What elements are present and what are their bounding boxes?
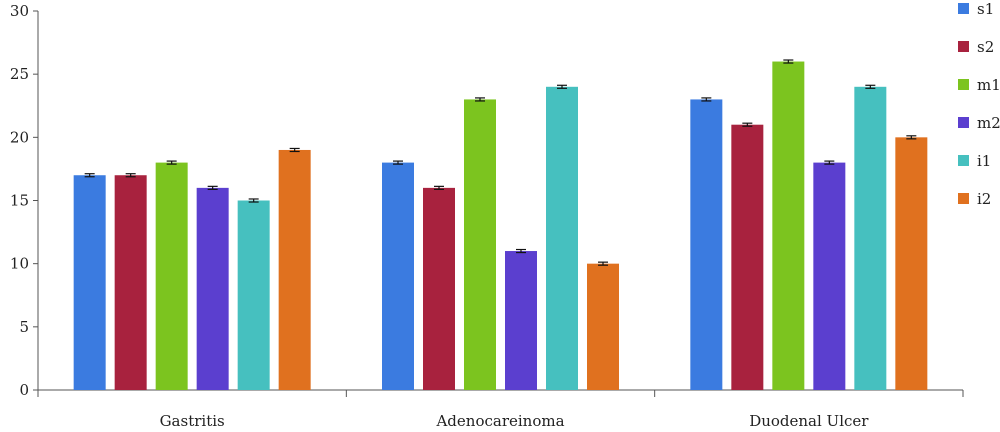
y-tick-label: 25	[10, 65, 29, 83]
bar-s2	[731, 124, 764, 390]
legend-swatch-m1	[958, 79, 969, 90]
legend: s1 s2 m1 m2 i1 i2	[958, 0, 1000, 208]
legend-label-s2: s2	[977, 38, 994, 56]
y-tick-label: 10	[10, 255, 29, 273]
bar-s1	[382, 162, 414, 390]
bar-i2	[895, 137, 928, 390]
y-tick-label: 0	[19, 381, 29, 399]
legend-swatch-i2	[958, 193, 969, 204]
legend-label-i1: i1	[977, 152, 991, 170]
legend-swatch-m2	[958, 117, 969, 128]
bar-m1	[772, 61, 805, 391]
bar-s2	[423, 187, 455, 390]
legend-swatch-i1	[958, 155, 969, 166]
y-tick-label: 30	[10, 2, 29, 20]
bar-i2	[587, 263, 619, 390]
category-label: Adenocareinoma	[435, 412, 564, 430]
bars	[73, 59, 928, 391]
bar-m2	[813, 162, 846, 390]
bar-i2	[278, 149, 311, 390]
bar-m1	[155, 162, 188, 390]
bar-s1	[73, 175, 106, 390]
bar-m2	[505, 251, 537, 390]
bar-s2	[114, 175, 147, 390]
legend-label-s1: s1	[977, 0, 994, 18]
bar-i1	[546, 86, 578, 391]
y-tick-label: 5	[19, 318, 29, 336]
bar-m1	[464, 99, 496, 390]
category-label: Gastritis	[160, 412, 225, 430]
legend-swatch-s1	[958, 3, 969, 14]
category-label: Duodenal Ulcer	[749, 412, 869, 430]
bar-i1	[854, 86, 887, 391]
legend-swatch-s2	[958, 41, 969, 52]
y-axis: 0 5 10 15 20 25 30	[10, 2, 39, 399]
y-tick-label: 20	[10, 128, 29, 146]
legend-label-i2: i2	[977, 190, 991, 208]
legend-label-m2: m2	[977, 114, 1000, 132]
x-axis: Gastritis Adenocareinoma Duodenal Ulcer	[37, 389, 964, 430]
bar-s1	[690, 99, 723, 390]
legend-label-m1: m1	[977, 76, 1000, 94]
y-tick-label: 15	[10, 192, 29, 210]
bar-m2	[196, 187, 229, 390]
bar-i1	[237, 200, 270, 390]
